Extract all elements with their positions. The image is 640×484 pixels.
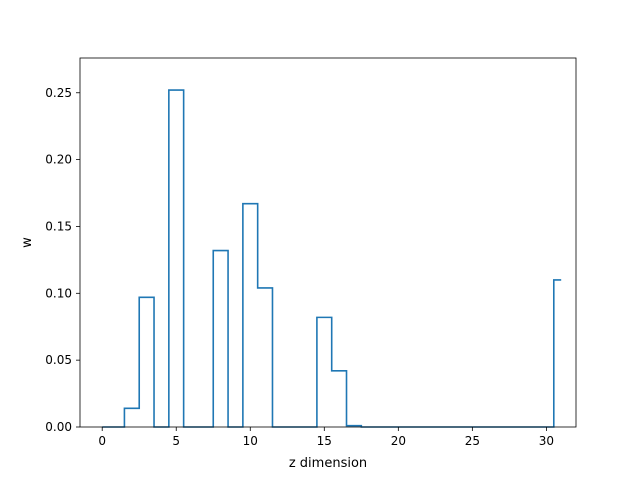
y-tick-label: 0.00: [45, 420, 72, 434]
x-tick-label: 10: [243, 434, 258, 448]
x-axis-label: z dimension: [289, 456, 367, 471]
x-tick-label: 20: [391, 434, 406, 448]
y-tick-label: 0.20: [45, 153, 72, 167]
y-tick-label: 0.10: [45, 286, 72, 300]
y-tick-label: 0.25: [45, 86, 72, 100]
y-tick-label: 0.15: [45, 219, 72, 233]
x-tick-label: 30: [539, 434, 554, 448]
x-tick-label: 0: [98, 434, 106, 448]
x-tick-label: 25: [465, 434, 480, 448]
x-tick-label: 15: [317, 434, 332, 448]
x-tick-label: 5: [172, 434, 180, 448]
ticks-layer: 0 5 10 15 20 25 30 0.00 0.05 0.10 0.15 0.20 0.25: [45, 86, 554, 448]
plot-frame: [79, 57, 577, 428]
y-axis-label: w: [20, 237, 35, 248]
y-tick-label: 0.05: [45, 353, 72, 367]
